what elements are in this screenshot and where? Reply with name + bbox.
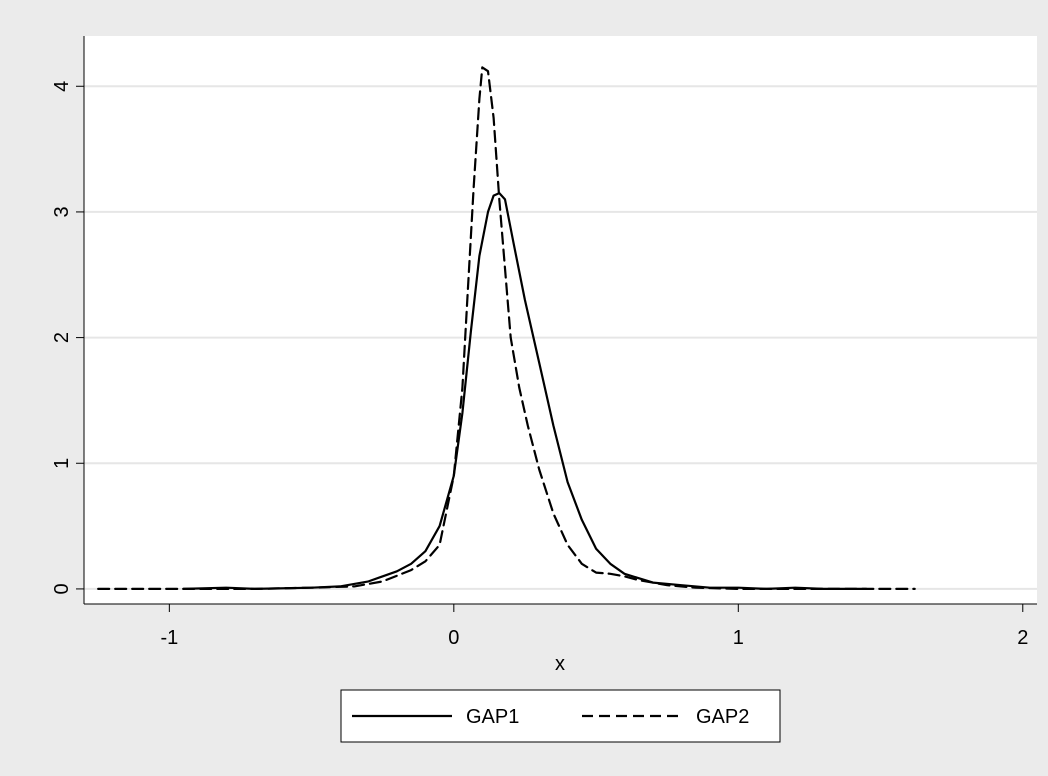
y-tick-label: 2	[51, 332, 73, 343]
y-tick-label: 3	[51, 206, 73, 217]
series-lines	[97, 66, 916, 590]
y-tick-label: 4	[51, 81, 73, 92]
series-line-gap1	[182, 192, 868, 590]
x-axis-label: x	[555, 653, 565, 675]
x-tick-label: -1	[160, 627, 178, 649]
legend-label-gap2: GAP2	[696, 706, 749, 728]
series-line-gap2	[97, 66, 916, 590]
plot-area-background	[84, 36, 1037, 604]
y-tick-label: 0	[51, 583, 73, 594]
legend: GAP1 GAP2	[340, 689, 781, 743]
axes: 0 1 2 3 4 -1 0 1 2	[51, 36, 1037, 649]
x-tick-label: 2	[1017, 627, 1028, 649]
legend-label-gap1: GAP1	[466, 706, 519, 728]
x-tick-label: 0	[448, 627, 459, 649]
x-tick-label: 1	[733, 627, 744, 649]
y-tick-label: 1	[51, 458, 73, 469]
